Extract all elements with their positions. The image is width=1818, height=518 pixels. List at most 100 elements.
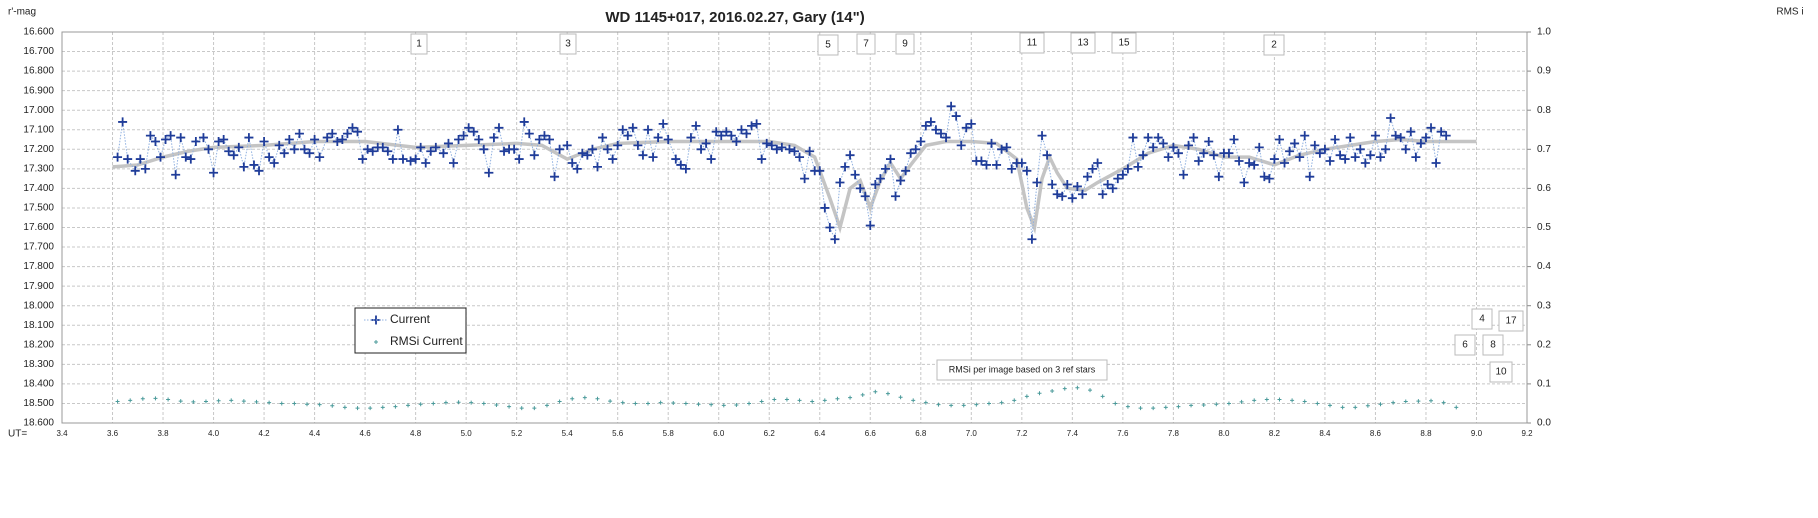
data-point xyxy=(198,133,208,143)
y-tick-label: 18.400 xyxy=(23,379,54,390)
data-point xyxy=(342,405,347,410)
data-point xyxy=(1047,179,1057,189)
y-tick-label: 17.600 xyxy=(23,222,54,233)
data-point xyxy=(550,172,560,182)
data-point xyxy=(254,166,264,176)
data-point xyxy=(966,119,976,129)
data-point xyxy=(1125,404,1130,409)
data-point xyxy=(608,154,618,164)
y-tick-label: 16.900 xyxy=(23,85,54,96)
x-tick-label: 5.8 xyxy=(663,429,675,438)
data-point xyxy=(178,399,183,404)
data-point xyxy=(176,133,186,143)
data-point xyxy=(1224,148,1234,158)
data-point xyxy=(633,140,643,150)
data-point xyxy=(1290,138,1300,148)
data-point xyxy=(873,389,878,394)
x-tick-label: 6.2 xyxy=(764,429,776,438)
data-point xyxy=(332,136,342,146)
data-point xyxy=(620,400,625,405)
data-point xyxy=(885,154,895,164)
annotation-box xyxy=(1070,32,1096,54)
data-point xyxy=(191,399,196,404)
data-point xyxy=(709,402,714,407)
data-point xyxy=(317,402,322,407)
data-point xyxy=(731,136,741,146)
data-point xyxy=(514,154,524,164)
data-point xyxy=(150,136,160,146)
data-point xyxy=(1269,154,1279,164)
data-point xyxy=(976,156,986,166)
data-point xyxy=(1088,388,1093,393)
annotation-box xyxy=(1111,32,1137,54)
data-point xyxy=(203,399,208,404)
data-point xyxy=(1113,401,1118,406)
annotation-box xyxy=(1454,334,1476,356)
data-point xyxy=(383,146,393,156)
data-point xyxy=(289,144,299,154)
x-tick-label: 8.4 xyxy=(1319,429,1331,438)
annotation: 6 xyxy=(1462,340,1468,351)
data-point xyxy=(921,121,931,131)
data-point xyxy=(1274,135,1284,145)
data-point xyxy=(555,144,565,154)
data-point xyxy=(974,402,979,407)
data-point xyxy=(181,152,191,162)
annotation: 11 xyxy=(1027,38,1038,49)
y-tick-label: 17.500 xyxy=(23,203,54,214)
data-point xyxy=(1315,148,1325,158)
data-point xyxy=(891,191,901,201)
data-point xyxy=(1229,135,1239,145)
data-point xyxy=(1113,174,1123,184)
data-point xyxy=(916,136,926,146)
data-point xyxy=(747,401,752,406)
data-point xyxy=(1325,156,1335,166)
data-point xyxy=(459,131,469,141)
data-point xyxy=(519,406,524,411)
data-point xyxy=(1365,403,1370,408)
data-point xyxy=(618,125,628,135)
data-point xyxy=(1050,388,1055,393)
data-point xyxy=(941,133,951,143)
data-point xyxy=(1376,152,1385,162)
y-tick-label: 17.800 xyxy=(23,261,54,272)
data-point xyxy=(449,158,459,168)
data-point xyxy=(557,399,562,404)
x-tick-label: 6.0 xyxy=(713,429,725,438)
data-point xyxy=(608,399,613,404)
data-point xyxy=(1277,397,1282,402)
data-point xyxy=(671,401,676,406)
data-point xyxy=(1406,127,1416,137)
y2-tick-label: 0.9 xyxy=(1537,66,1551,77)
data-point xyxy=(628,123,638,133)
data-point xyxy=(1345,133,1355,143)
data-point xyxy=(1148,142,1158,152)
data-point xyxy=(1305,172,1315,182)
data-point xyxy=(416,142,426,152)
data-point xyxy=(1042,150,1052,160)
data-point xyxy=(706,154,716,164)
data-point xyxy=(951,111,961,121)
x-tick-label: 9.2 xyxy=(1521,429,1533,438)
data-point xyxy=(1315,401,1320,406)
data-point xyxy=(767,140,777,150)
data-point xyxy=(171,170,181,180)
data-point xyxy=(911,398,916,403)
legend-label: RMSi Current xyxy=(390,334,463,348)
y2-tick-label: 0.2 xyxy=(1537,339,1551,350)
y-tick-label: 18.200 xyxy=(23,339,54,350)
data-point xyxy=(406,403,411,408)
data-point xyxy=(961,123,971,133)
data-point xyxy=(757,154,767,164)
data-point xyxy=(734,403,739,408)
x-tick-label: 8.2 xyxy=(1269,429,1281,438)
x-tick-label: 7.6 xyxy=(1117,429,1129,438)
data-point xyxy=(1244,158,1254,168)
data-point xyxy=(1234,156,1244,166)
data-point xyxy=(681,164,691,174)
data-point xyxy=(623,131,633,141)
y2-tick-label: 0.0 xyxy=(1537,418,1551,429)
annotation-box xyxy=(1489,361,1513,383)
x-tick-label: 3.6 xyxy=(107,429,119,438)
